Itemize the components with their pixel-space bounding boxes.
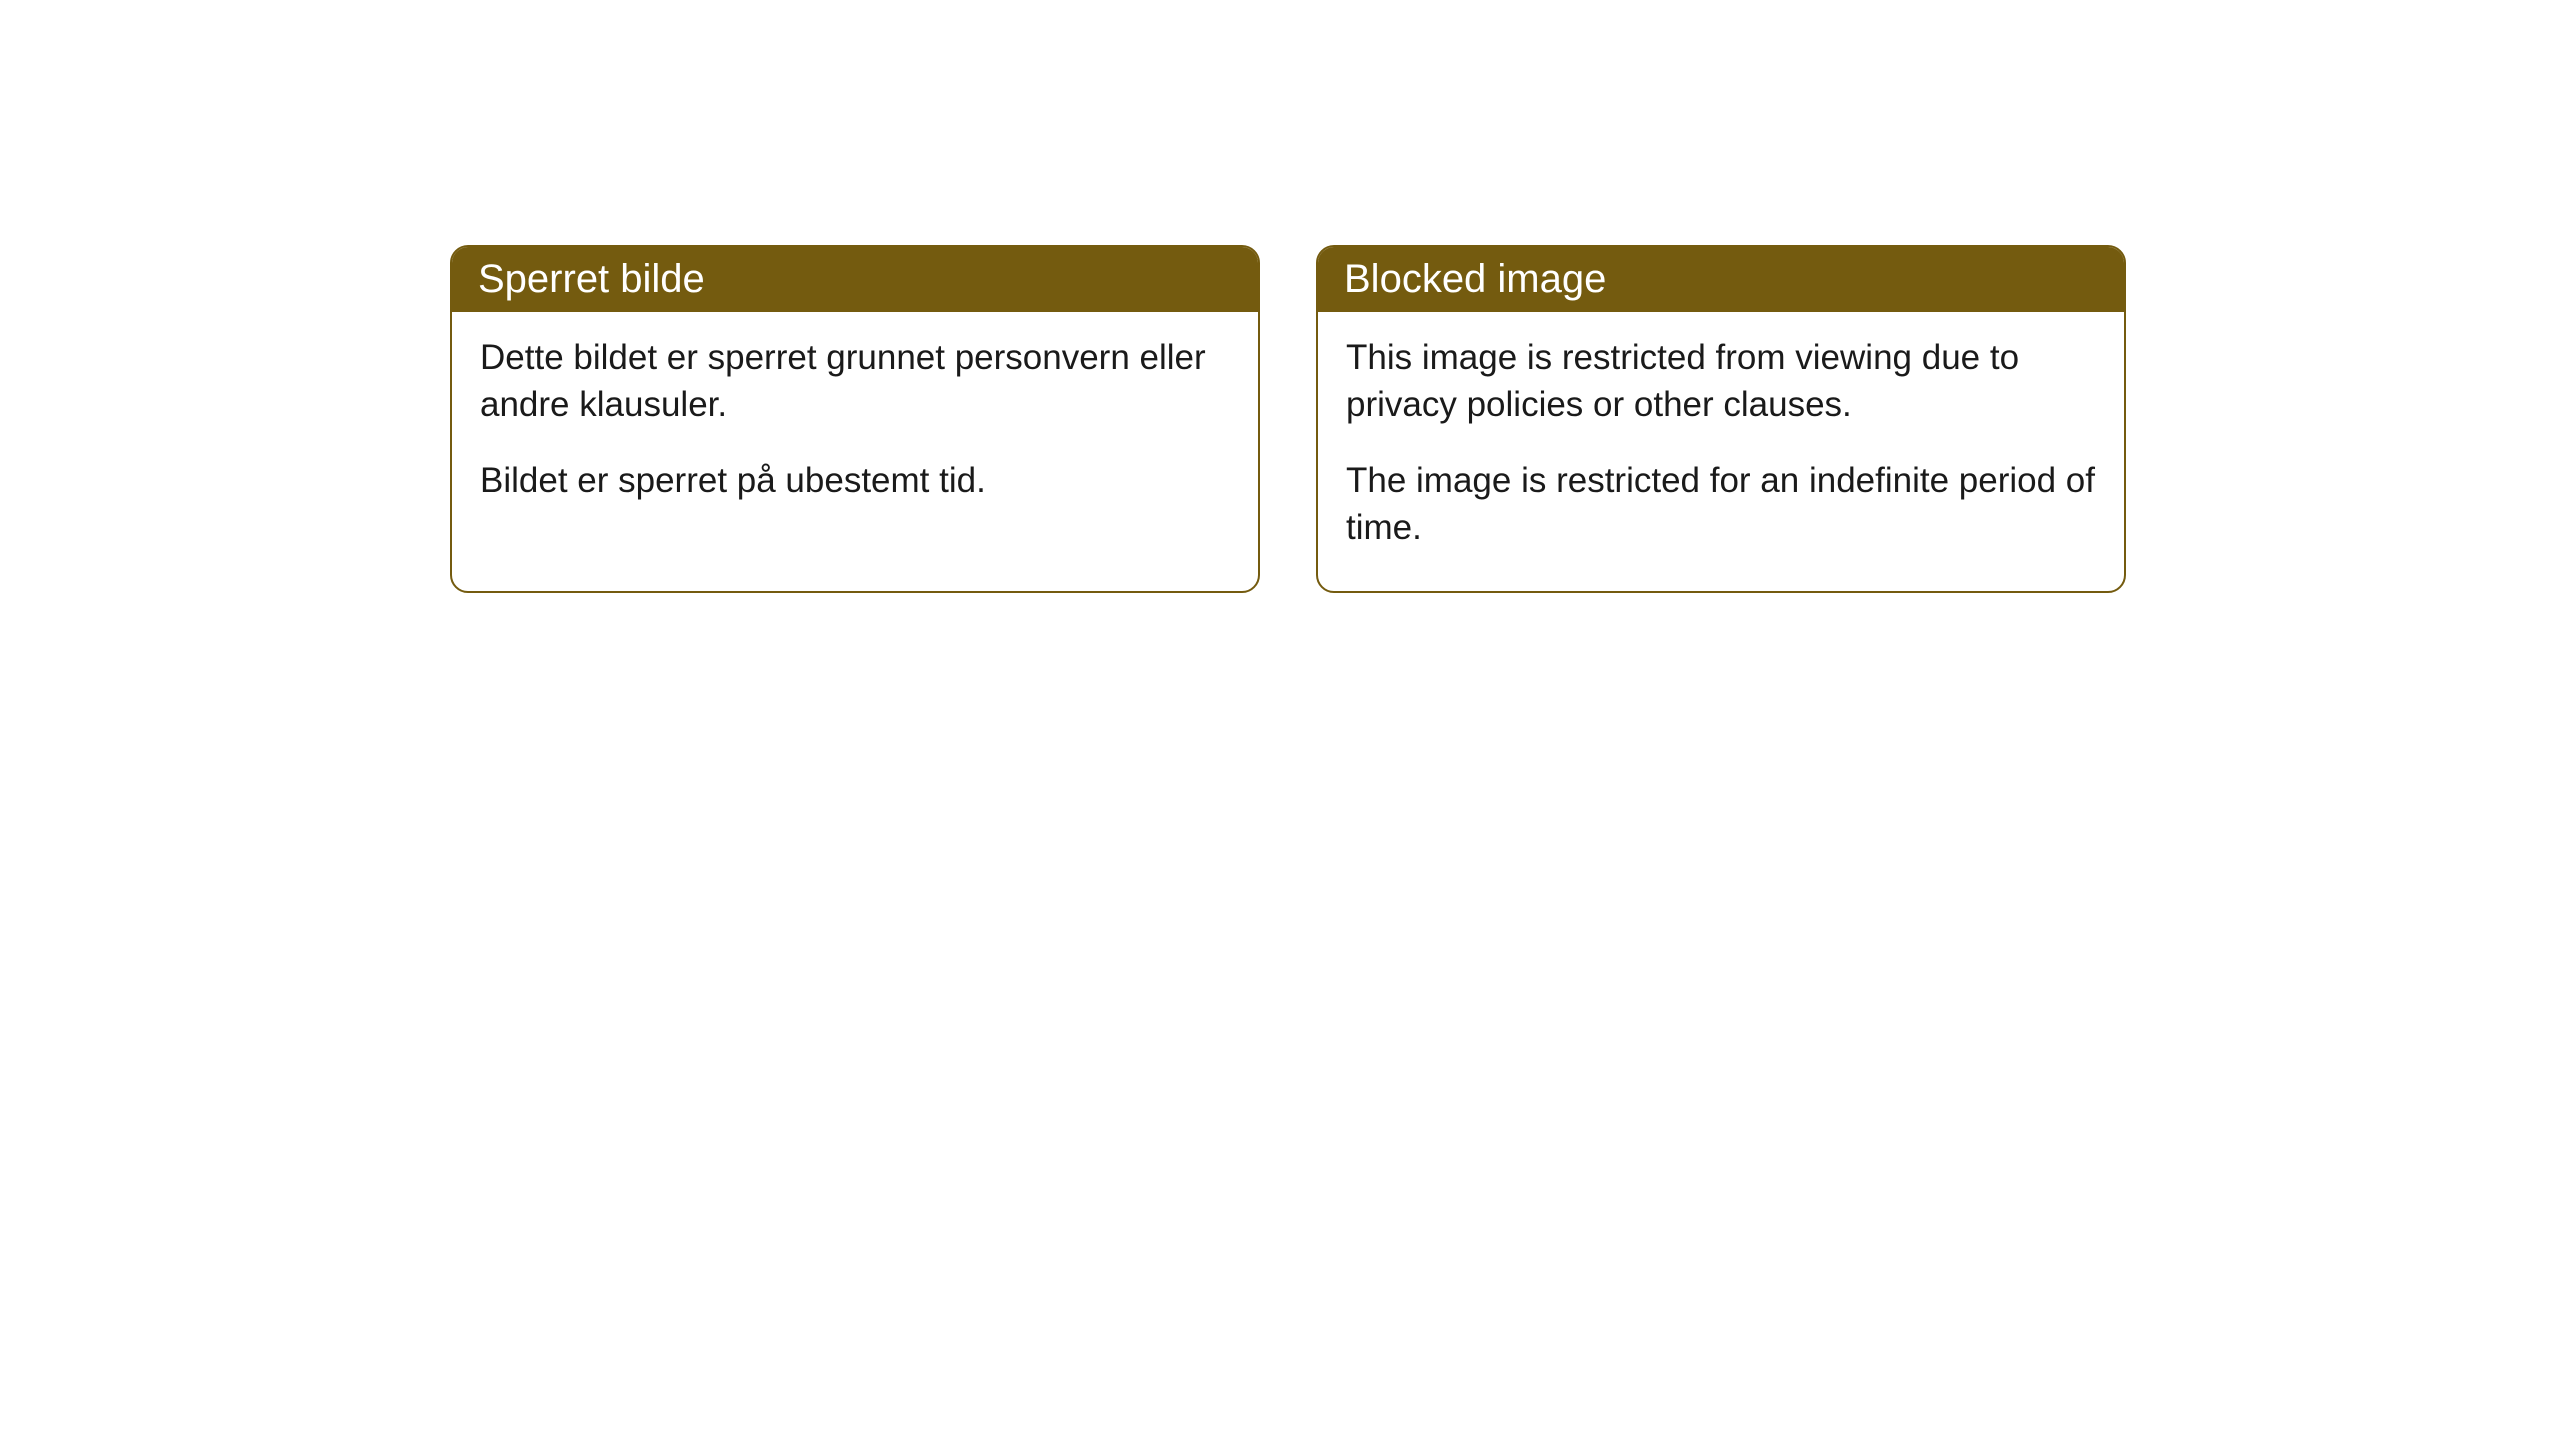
notice-paragraph: The image is restricted for an indefinit… bbox=[1346, 457, 2096, 552]
notice-paragraph: Bildet er sperret på ubestemt tid. bbox=[480, 457, 1230, 504]
notice-body: This image is restricted from viewing du… bbox=[1318, 312, 2124, 591]
notice-body: Dette bildet er sperret grunnet personve… bbox=[452, 312, 1258, 544]
notice-header: Blocked image bbox=[1318, 247, 2124, 312]
notice-card-norwegian: Sperret bilde Dette bildet er sperret gr… bbox=[450, 245, 1260, 593]
notice-card-english: Blocked image This image is restricted f… bbox=[1316, 245, 2126, 593]
notice-paragraph: This image is restricted from viewing du… bbox=[1346, 334, 2096, 429]
notice-header: Sperret bilde bbox=[452, 247, 1258, 312]
notice-container: Sperret bilde Dette bildet er sperret gr… bbox=[0, 0, 2560, 593]
notice-paragraph: Dette bildet er sperret grunnet personve… bbox=[480, 334, 1230, 429]
